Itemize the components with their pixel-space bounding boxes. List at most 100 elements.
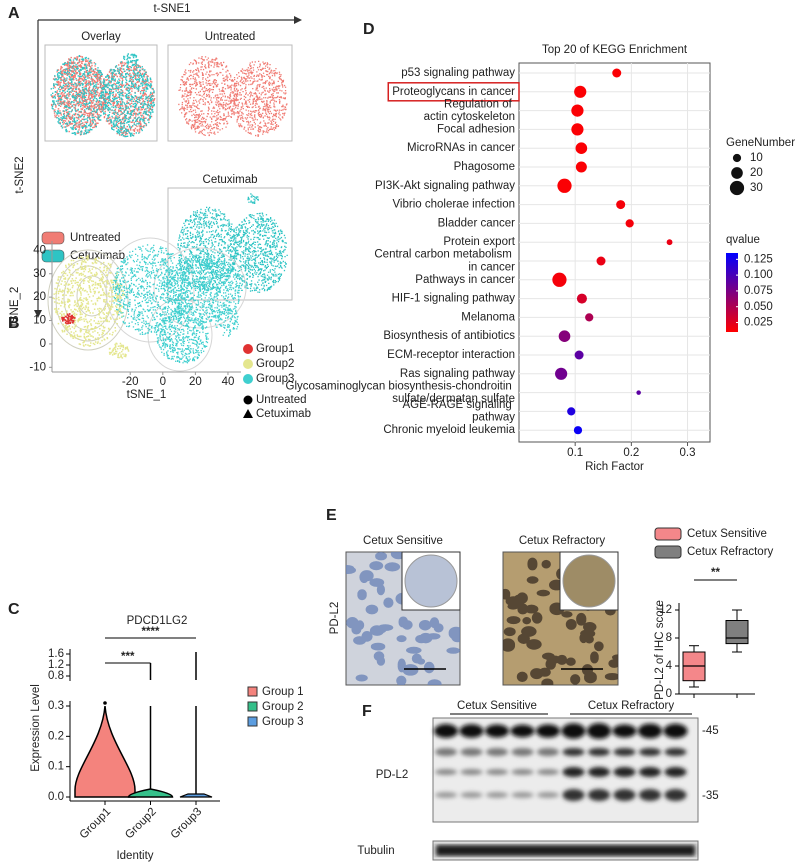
size-marker: -35	[702, 790, 719, 802]
x-tick-label: -20	[122, 376, 139, 388]
category-label: Regulation of actin cytoskeleton	[424, 98, 515, 123]
dot	[555, 367, 568, 380]
point-cloud	[56, 61, 104, 129]
colorbar-label: 0.050	[744, 301, 773, 313]
legend-marker	[243, 409, 253, 418]
density-contour	[47, 249, 129, 351]
legend-label: Cetux Sensitive	[687, 528, 767, 540]
point-cloud	[156, 307, 209, 364]
significance-label: ***	[121, 651, 135, 663]
x-tick-label: Group2	[123, 806, 159, 842]
point-cloud	[52, 254, 125, 347]
band	[562, 767, 585, 777]
x-tick-label: 0.3	[680, 447, 696, 459]
row-label: Tubulin	[357, 845, 394, 857]
x-tick-label: Group3	[169, 806, 205, 842]
dot	[612, 68, 622, 78]
category-label: Glycosaminoglycan biosynthesis-chondroit…	[286, 380, 515, 405]
band	[663, 723, 688, 739]
legend-swatch	[247, 701, 258, 712]
tsne-frame	[167, 44, 293, 142]
dot	[571, 123, 584, 136]
band	[486, 792, 508, 798]
axis-label: Identity	[116, 850, 153, 862]
band	[434, 724, 458, 738]
panel-label: A	[8, 5, 20, 22]
plot-title: Untreated	[205, 31, 256, 43]
band	[511, 748, 534, 756]
category-label: MicroRNAs in cancer	[407, 142, 515, 154]
dot	[574, 85, 587, 98]
legend-swatch	[247, 686, 258, 697]
legend-label: Untreated	[70, 232, 121, 244]
size-marker: -45	[702, 725, 719, 737]
point-cloud	[214, 304, 239, 337]
point-cloud	[229, 212, 288, 293]
band	[460, 748, 483, 756]
inset-core	[404, 554, 458, 608]
band	[486, 748, 508, 756]
axis-label: Rich Factor	[585, 461, 644, 473]
y-tick-label: 0	[40, 338, 46, 350]
dot	[596, 256, 606, 266]
dot	[575, 142, 588, 155]
legend-label: 10	[750, 152, 763, 164]
image-title: Cetux Sensitive	[363, 535, 443, 547]
band	[537, 792, 559, 798]
colorbar-label: 0.125	[744, 253, 773, 265]
dot	[552, 272, 567, 287]
y-tick-label: 0.1	[48, 761, 64, 773]
category-label: Phagosome	[454, 161, 515, 173]
band	[664, 789, 687, 801]
legend-marker	[243, 374, 253, 384]
image-title: Cetux Refractory	[519, 535, 606, 547]
category-label: AGE-RAGE signaling pathway	[403, 399, 516, 424]
inset-core	[562, 554, 616, 608]
point-cloud	[162, 254, 243, 324]
significance-label: **	[711, 567, 720, 579]
band	[639, 748, 661, 756]
axis-label: Expression Level	[30, 684, 42, 772]
dot	[574, 350, 584, 360]
dot	[557, 178, 572, 193]
y-tick-label: 40	[33, 244, 46, 256]
y-tick-label: 0.3	[48, 700, 64, 712]
band	[435, 792, 457, 798]
y-tick-label: 12	[659, 604, 672, 616]
panel-label: B	[8, 315, 20, 332]
band	[436, 845, 695, 856]
legend-label: Cetux Refractory	[687, 546, 774, 558]
legend-size	[732, 153, 742, 163]
tsne-frame	[167, 187, 293, 301]
density-contour	[153, 247, 247, 329]
dot	[575, 161, 587, 173]
legend-label: 20	[750, 167, 763, 179]
legend-size	[731, 167, 743, 179]
density-contour	[76, 275, 108, 317]
colorbar-label: 0.075	[744, 285, 773, 297]
band	[588, 748, 610, 756]
category-label: Bladder cancer	[438, 217, 516, 229]
violin	[179, 793, 213, 798]
dot	[558, 330, 571, 343]
axis-label: t-SNE1	[153, 3, 190, 15]
significance-label: ****	[142, 626, 160, 638]
x-tick-label: 0.1	[567, 447, 583, 459]
band	[537, 748, 559, 756]
category-label: p53 signaling pathway	[401, 67, 515, 79]
y-tick-label: -10	[29, 361, 46, 373]
colorbar	[726, 253, 738, 332]
dot	[576, 293, 587, 304]
density-contour	[105, 237, 195, 343]
row-label: PD-L2	[376, 769, 409, 781]
band	[639, 767, 661, 777]
legend-label: Group 1	[262, 686, 304, 698]
y-tick-label: 10	[33, 315, 46, 327]
legend-size	[729, 180, 745, 196]
category-label: Ras signaling pathway	[400, 368, 515, 380]
band	[485, 724, 509, 738]
dot	[567, 407, 576, 416]
band	[460, 792, 483, 798]
plot-title: Cetuximab	[203, 174, 258, 186]
